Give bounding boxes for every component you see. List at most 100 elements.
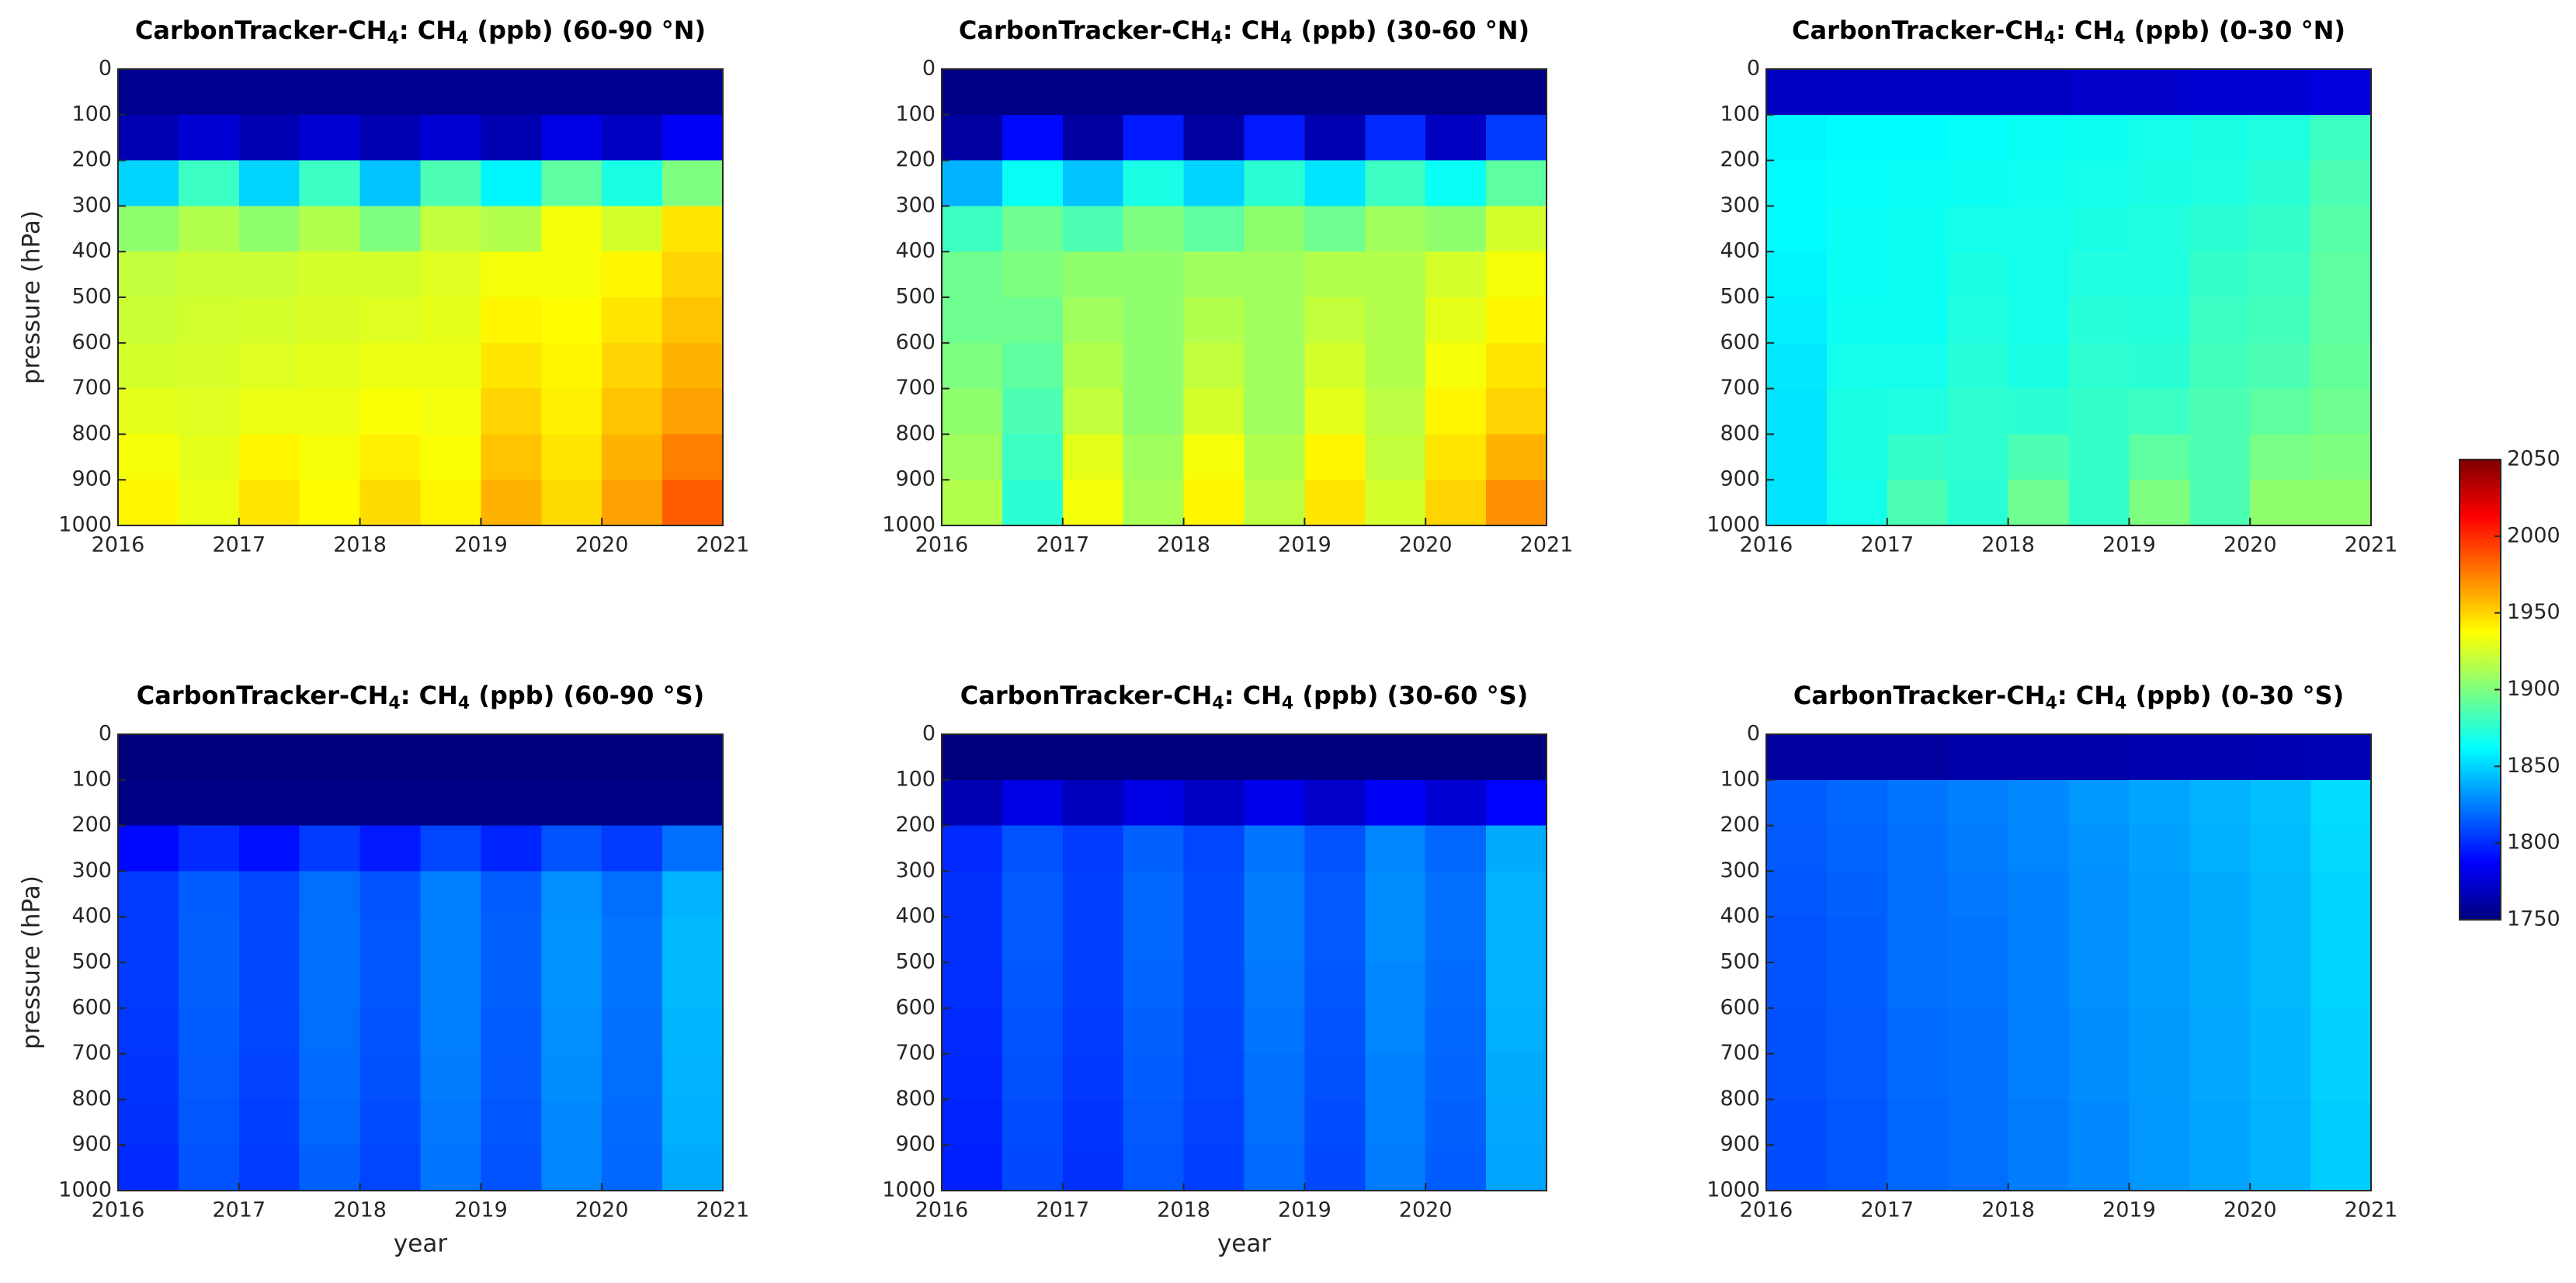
heatmap-cell — [1887, 114, 1949, 161]
heatmap-cell — [541, 160, 603, 207]
heatmap-cell — [2250, 917, 2312, 963]
y-tick-label: 700 — [895, 376, 936, 400]
heatmap-cell — [420, 388, 482, 435]
heatmap-cell — [1304, 825, 1366, 872]
heatmap-cell — [602, 734, 664, 781]
heatmap-cell — [2250, 1145, 2312, 1191]
heatmap-cell — [1304, 434, 1366, 481]
heatmap-cell — [1244, 251, 1306, 298]
heatmap-cell — [420, 779, 482, 827]
heatmap-cell — [541, 206, 603, 253]
y-tick-label: 1000 — [882, 513, 936, 537]
heatmap-cell — [2250, 69, 2312, 116]
heatmap-cell — [602, 871, 664, 918]
y-tick-label: 100 — [71, 102, 112, 126]
heatmap-cell — [118, 342, 179, 390]
heatmap-cell — [1947, 114, 2009, 161]
y-tick-label: 100 — [1720, 767, 1760, 791]
heatmap-cell — [1766, 917, 1828, 963]
heatmap-cell — [1183, 388, 1245, 435]
heatmap-cell — [942, 297, 1003, 344]
heatmap-cell — [1304, 962, 1366, 1009]
heatmap-cell — [420, 342, 482, 390]
heatmap-cell — [662, 917, 723, 963]
heatmap-cell — [2008, 734, 2070, 781]
x-axis-label: year — [1217, 1230, 1271, 1258]
heatmap-cell — [1002, 114, 1064, 161]
heatmap-cell — [299, 160, 361, 207]
heatmap-cell — [1365, 69, 1427, 116]
heatmap-cell — [1826, 206, 1888, 253]
heatmap-cell — [1425, 160, 1488, 207]
heatmap-cell — [1183, 342, 1245, 390]
heatmap-cell — [541, 871, 603, 918]
heatmap-cell — [1123, 962, 1185, 1009]
heatmap-cell — [2310, 734, 2371, 781]
heatmap-cell — [359, 917, 422, 963]
y-tick-label: 900 — [895, 1132, 936, 1156]
heatmap-cell — [2310, 1145, 2371, 1191]
cells — [942, 734, 1547, 1191]
heatmap-cell — [2008, 1053, 2070, 1101]
heatmap-cell — [1766, 734, 1828, 781]
heatmap-cell — [1123, 114, 1185, 161]
heatmap-cell — [299, 480, 361, 525]
heatmap-cell — [420, 297, 482, 344]
heatmap-cell — [1002, 962, 1064, 1009]
y-tick-label: 100 — [895, 102, 936, 126]
heatmap-cell — [1244, 480, 1306, 525]
heatmap-cell — [2068, 388, 2130, 435]
heatmap-cell — [2068, 1145, 2130, 1191]
heatmap-cell — [420, 160, 482, 207]
heatmap-cell — [1123, 871, 1185, 918]
heatmap-cell — [178, 251, 240, 298]
heatmap-cell — [942, 434, 1003, 481]
heatmap-cell — [481, 1145, 543, 1191]
heatmap-cell — [420, 69, 482, 116]
heatmap-cell — [1887, 1053, 1949, 1101]
y-tick-label: 200 — [1720, 147, 1760, 172]
x-tick-label: 2018 — [1981, 533, 2035, 557]
heatmap-cell — [481, 1053, 543, 1101]
heatmap-cell — [1425, 434, 1488, 481]
heatmap-cell — [662, 1099, 723, 1146]
heatmap-cell — [1304, 734, 1366, 781]
heatmap-cell — [1887, 434, 1949, 481]
heatmap-cell — [602, 434, 664, 481]
heatmap-cell — [1002, 160, 1064, 207]
heatmap-cell — [1826, 160, 1888, 207]
heatmap-cell — [2129, 1007, 2191, 1055]
heatmap-cell — [942, 388, 1003, 435]
y-tick-label: 200 — [71, 813, 112, 837]
heatmap-cell — [178, 206, 240, 253]
heatmap-cell — [481, 1099, 543, 1146]
heatmap-cell — [481, 480, 543, 525]
y-tick-label: 200 — [895, 147, 936, 172]
heatmap-cell — [1425, 734, 1488, 781]
heatmap-cell — [2068, 206, 2130, 253]
heatmap-cell — [2189, 917, 2251, 963]
heatmap-cell — [1887, 1007, 1949, 1055]
heatmap-cell — [1304, 779, 1366, 827]
panel-title: CarbonTracker-CH4: CH4 (ppb) (30-60 °S) — [960, 681, 1529, 713]
heatmap-cell — [2008, 1145, 2070, 1191]
heatmap-cell — [420, 825, 482, 872]
heatmap-cell — [359, 871, 422, 918]
heatmap-cell — [1365, 917, 1427, 963]
heatmap-cell — [602, 1099, 664, 1146]
heatmap-cell — [541, 251, 603, 298]
heatmap-cell — [1947, 388, 2009, 435]
heatmap-cell — [1365, 342, 1427, 390]
heatmap-cell — [1486, 962, 1547, 1009]
heatmap-cell — [1123, 825, 1185, 872]
heatmap-cell — [1766, 1145, 1828, 1191]
heatmap-cell — [1365, 480, 1427, 525]
heatmap-cell — [1304, 917, 1366, 963]
heatmap-cell — [2129, 114, 2191, 161]
heatmap-cell — [1826, 734, 1888, 781]
heatmap-cell — [1062, 917, 1124, 963]
heatmap-cell — [1887, 779, 1949, 827]
heatmap-cell — [481, 388, 543, 435]
heatmap-cell — [178, 1099, 240, 1146]
